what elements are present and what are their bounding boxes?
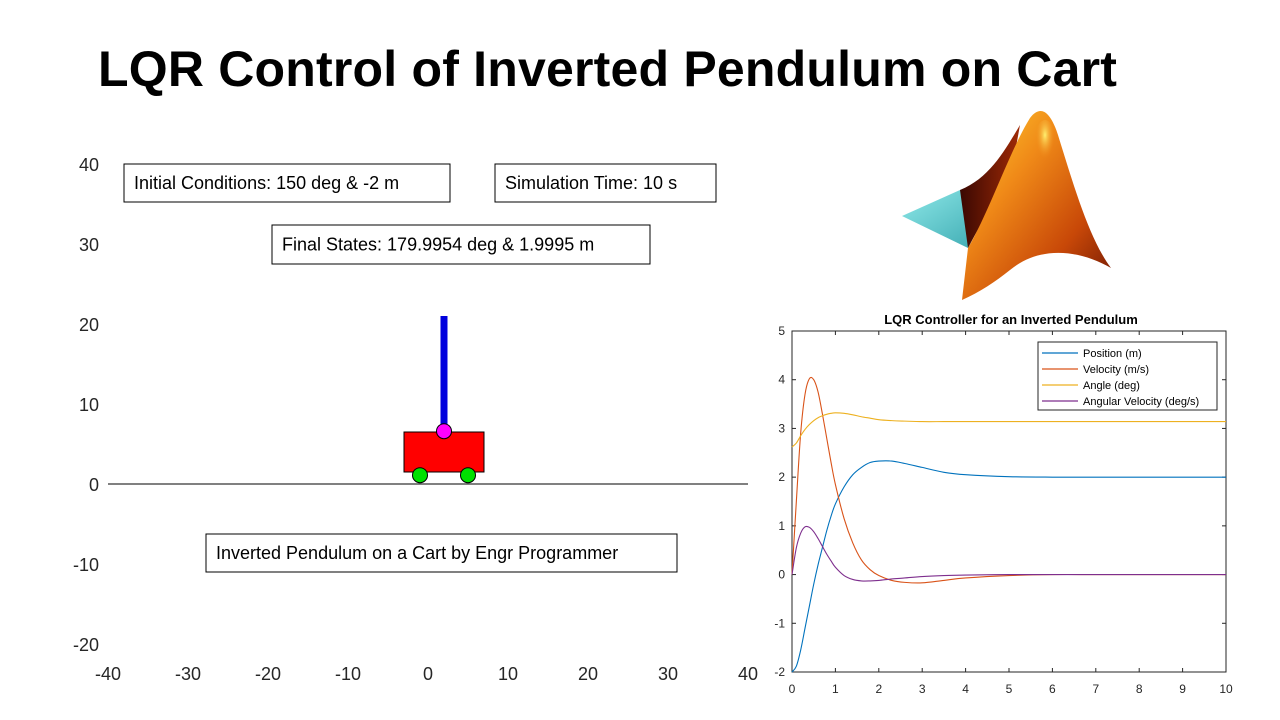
- matlab-logo: [902, 111, 1111, 300]
- x-tick-label: -10: [335, 664, 361, 684]
- y-tick-label: -10: [73, 555, 99, 575]
- x-tick-label: 6: [1049, 682, 1056, 696]
- initial-conditions-box: Initial Conditions: 150 deg & -2 m: [123, 163, 451, 203]
- x-tick-label: 0: [423, 664, 433, 684]
- slide-title: LQR Control of Inverted Pendulum on Cart: [98, 41, 1118, 97]
- x-tick-label: 7: [1092, 682, 1099, 696]
- annotation-text: Final States: 179.9954 deg & 1.9995 m: [282, 235, 594, 255]
- y-tick-label: -20: [73, 635, 99, 655]
- cart-wheel: [460, 467, 476, 484]
- lqr-response-chart: LQR Controller for an Inverted Pendulum 0…: [774, 312, 1233, 696]
- annotation-text: Initial Conditions: 150 deg & -2 m: [134, 173, 399, 193]
- annotation-text: Inverted Pendulum on a Cart by Engr Prog…: [216, 543, 618, 563]
- y-tick-label: 3: [778, 421, 785, 435]
- annotation-frame: [494, 163, 717, 203]
- x-tick-label: 4: [962, 682, 969, 696]
- x-tick-label: 9: [1179, 682, 1186, 696]
- x-tick-label: -20: [255, 664, 281, 684]
- legend-label: Velocity (m/s): [1083, 364, 1149, 376]
- x-tick-label: -30: [175, 664, 201, 684]
- annotation-frame: [123, 163, 451, 203]
- y-tick-label: 30: [79, 235, 99, 255]
- x-tick-label: 0: [789, 682, 796, 696]
- y-tick-label: 1: [778, 519, 785, 533]
- y-tick-label: -2: [774, 665, 785, 679]
- annotation-frame: [271, 224, 651, 265]
- x-tick-label: -40: [95, 664, 121, 684]
- series-line-3: [791, 412, 1226, 448]
- animation-axes: -40 -30 -20 -10 0 10 20 30 40 -20 -10 0 10 20 30 40 Init…: [73, 155, 758, 684]
- y-tick-label: 0: [89, 475, 99, 495]
- x-tick-label: 10: [1219, 682, 1233, 696]
- x-tick-label: 2: [875, 682, 882, 696]
- x-tick-label: 1: [832, 682, 839, 696]
- y-tick-label: 20: [79, 315, 99, 335]
- chart-legend: Position (m) Velocity (m/s) Angle (deg) Ang…: [1037, 341, 1218, 411]
- y-tick-label: 4: [778, 373, 785, 387]
- legend-label: Angular Velocity (deg/s): [1083, 396, 1199, 408]
- legend-label: Position (m): [1083, 348, 1142, 360]
- simulation-time-box: Simulation Time: 10 s: [494, 163, 717, 203]
- y-tick-label: -1: [774, 616, 785, 630]
- chart-title: LQR Controller for an Inverted Pendulum: [884, 312, 1138, 327]
- credit-box: Inverted Pendulum on a Cart by Engr Prog…: [205, 533, 678, 573]
- series-line-4: [791, 525, 1226, 582]
- series-line-1: [791, 460, 1226, 673]
- x-tick-label: 10: [498, 664, 518, 684]
- legend-label: Angle (deg): [1083, 380, 1140, 392]
- y-tick-label: 40: [79, 155, 99, 175]
- x-tick-label: 8: [1136, 682, 1143, 696]
- cart-wheel: [412, 467, 428, 484]
- x-tick-label: 20: [578, 664, 598, 684]
- x-tick-label: 5: [1006, 682, 1013, 696]
- final-states-box: Final States: 179.9954 deg & 1.9995 m: [271, 224, 651, 265]
- y-tick-label: 2: [778, 470, 785, 484]
- pendulum-pivot: [436, 423, 452, 440]
- annotation-text: Simulation Time: 10 s: [505, 173, 677, 193]
- x-tick-label: 3: [919, 682, 926, 696]
- annotation-frame: [205, 533, 678, 573]
- x-tick-label: 40: [738, 664, 758, 684]
- x-tick-label: 30: [658, 664, 678, 684]
- y-tick-label: 10: [79, 395, 99, 415]
- y-tick-label: 5: [778, 324, 785, 338]
- y-tick-label: 0: [778, 568, 785, 582]
